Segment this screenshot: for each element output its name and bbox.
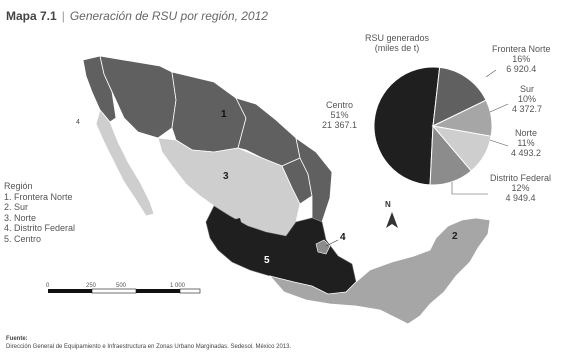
- scale-tick-0: 0: [46, 283, 50, 289]
- pie-slice-centro: [373, 66, 441, 186]
- scale-tick-250: 250: [86, 283, 97, 289]
- pie-leader-line: [489, 103, 509, 113]
- slice-value-frontera-norte: 6 920.4: [506, 64, 537, 74]
- map-title: Generación de RSU por región, 2012: [69, 9, 268, 23]
- map-legend: Región 1. Frontera Norte 2. Sur 3. Norte…: [4, 181, 75, 244]
- slice-percent-centro: 51%: [330, 110, 349, 120]
- north-label: N: [385, 200, 391, 209]
- title-separator: |: [61, 9, 65, 23]
- slice-name-sur: Sur: [520, 84, 535, 94]
- region-number-5: 5: [264, 255, 270, 266]
- region-number-3: 3: [223, 171, 229, 182]
- slice-percent-norte: 11%: [517, 138, 535, 148]
- slice-name-centro: Centro: [326, 100, 354, 110]
- region-island: [232, 218, 242, 228]
- pie-title-line1: RSU generados: [364, 33, 430, 43]
- region-distrito-federal: [315, 239, 331, 255]
- pie-leader-line: [485, 69, 497, 78]
- pie-title-line2: (miles de t): [374, 43, 420, 53]
- source-text: Dirección General de Equipamiento e Infr…: [6, 344, 292, 350]
- scale-bar: [48, 288, 201, 294]
- north-arrow-icon: [386, 212, 398, 228]
- slice-label-norte: Norte 11% 4 493.2: [511, 128, 541, 158]
- legend-title: Región: [4, 181, 33, 191]
- slice-name-norte: Norte: [515, 128, 538, 138]
- region-chihuahua: [171, 71, 247, 153]
- source-note: Fuente: Dirección General de Equipamient…: [6, 335, 291, 351]
- region-baja-california-sur: [95, 109, 155, 217]
- slice-percent-frontera-norte: 16%: [512, 54, 531, 64]
- region-number-1: 1: [221, 109, 227, 120]
- region-sur: [268, 217, 491, 325]
- slice-label-centro: Centro 51% 21 367.1: [322, 100, 357, 130]
- slice-value-norte: 4 493.2: [511, 148, 542, 158]
- slice-label-distrito-federal: Distrito Federal 12% 4 949.4: [490, 173, 551, 203]
- map-header: Mapa 7.1 | Generación de RSU por región, 2…: [6, 9, 268, 23]
- region-number-4: 4: [340, 232, 346, 243]
- slice-label-frontera-norte: Frontera Norte 16% 6 920.4: [492, 44, 551, 74]
- slice-label-sur: Sur 10% 4 372.7: [512, 84, 542, 114]
- slice-percent-distrito-federal: 12%: [511, 183, 530, 193]
- pie-chart: [373, 66, 493, 186]
- legend-item-sur: 2. Sur: [4, 202, 29, 212]
- region-4-leader: [325, 239, 339, 247]
- pie-leader-line: [451, 182, 488, 195]
- legend-item-distrito-federal: 4. Distrito Federal: [4, 223, 76, 233]
- pie-leader-lines: [451, 69, 509, 195]
- legend-item-frontera-norte: 1. Frontera Norte: [4, 191, 73, 202]
- slice-value-centro: 21 367.1: [322, 120, 358, 130]
- slice-value-distrito-federal: 4 949.4: [505, 193, 536, 203]
- slice-name-frontera-norte: Frontera Norte: [492, 44, 551, 54]
- legend-item-norte: 3. Norte: [4, 212, 37, 223]
- map-number: Mapa 7.1: [6, 9, 57, 23]
- pie-slice-frontera-norte: [432, 66, 487, 127]
- region-number-4-island: 4: [76, 119, 80, 126]
- pie-leader-line: [489, 139, 509, 147]
- scale-tick-1000: 1 000: [170, 283, 186, 289]
- slice-percent-sur: 10%: [518, 94, 537, 104]
- slice-value-sur: 4 372.7: [512, 104, 543, 114]
- source-label: Fuente:: [6, 336, 28, 342]
- pie-slice-distrito-federal: [429, 124, 472, 186]
- pie-title: RSU generados (miles de t): [356, 33, 438, 53]
- legend-item-centro: 5. Centro: [4, 233, 42, 244]
- region-number-2: 2: [452, 231, 458, 242]
- slice-name-distrito-federal: Distrito Federal: [490, 173, 552, 183]
- scale-tick-500: 500: [116, 283, 127, 289]
